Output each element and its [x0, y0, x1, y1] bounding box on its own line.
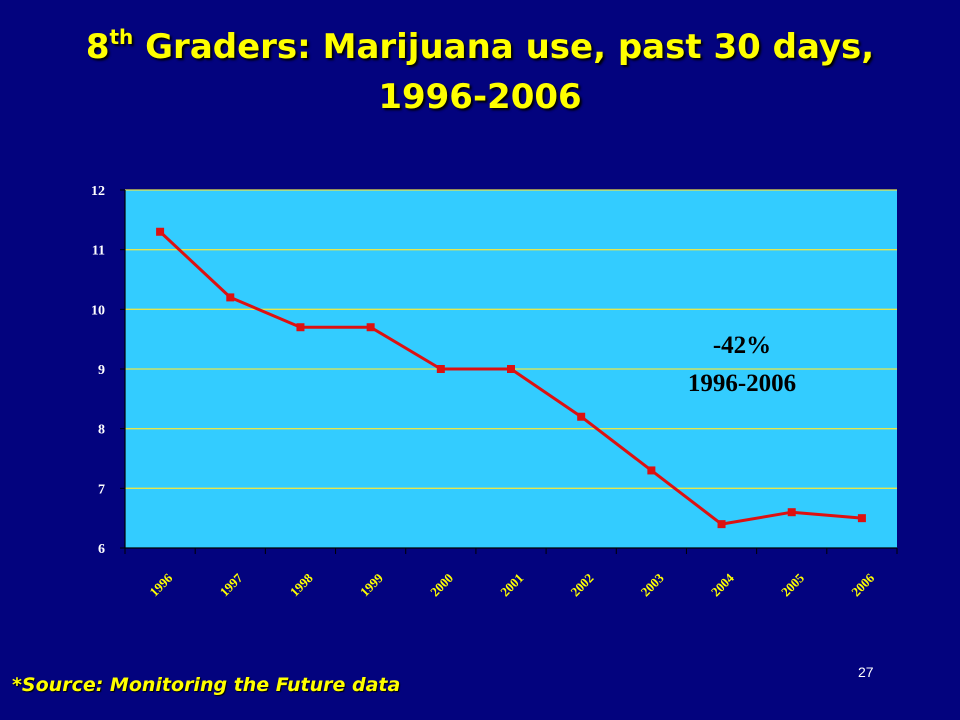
- title-text: Graders: Marijuana use, past 30 days,: [133, 27, 875, 67]
- title-number: 8: [85, 27, 110, 67]
- y-tick-label: 6: [98, 542, 105, 557]
- title-line-2: 1996-2006: [378, 77, 582, 117]
- data-point: [507, 365, 515, 373]
- y-tick-label: 12: [91, 184, 105, 199]
- data-point: [647, 466, 656, 475]
- x-tick-label: 1999: [357, 570, 386, 599]
- x-tick-label: 2002: [568, 570, 597, 599]
- x-tick-label: 1998: [287, 570, 316, 599]
- x-tick-label: 1996: [146, 570, 175, 599]
- source-note: *Source: Monitoring the Future data: [12, 674, 401, 696]
- title-line-1: 8th Graders: Marijuana use, past 30 days…: [40, 22, 920, 72]
- x-tick-label: 2005: [778, 570, 807, 599]
- x-tick-label: 2000: [427, 570, 456, 599]
- data-point: [857, 514, 866, 523]
- slide-number: 27: [858, 664, 874, 680]
- x-tick-label: 1997: [217, 570, 246, 599]
- axes: [120, 189, 898, 554]
- y-tick-label: 8: [98, 423, 105, 438]
- title-superscript: th: [109, 25, 134, 49]
- data-point: [296, 323, 305, 332]
- annotation-years: 1996-2006: [688, 370, 796, 397]
- y-tick-label: 9: [98, 363, 105, 378]
- y-tick-label: 10: [91, 303, 105, 318]
- series-layer: [156, 227, 866, 529]
- data-point: [717, 520, 726, 529]
- slide-title: 8th Graders: Marijuana use, past 30 days…: [40, 22, 920, 122]
- data-point: [436, 365, 445, 373]
- data-point: [787, 508, 796, 517]
- data-point: [577, 412, 586, 421]
- x-tick-label: 2006: [848, 570, 877, 599]
- data-point: [156, 227, 165, 236]
- y-tick-label: 11: [92, 244, 105, 259]
- y-tick-label: 7: [98, 482, 105, 497]
- x-tick-label: 2001: [497, 570, 526, 599]
- x-tick-label: 2004: [708, 570, 737, 599]
- annotation-percent: -42%: [713, 332, 771, 359]
- x-tick-label: 2003: [638, 570, 667, 599]
- data-point: [226, 293, 235, 302]
- data-point: [366, 323, 375, 332]
